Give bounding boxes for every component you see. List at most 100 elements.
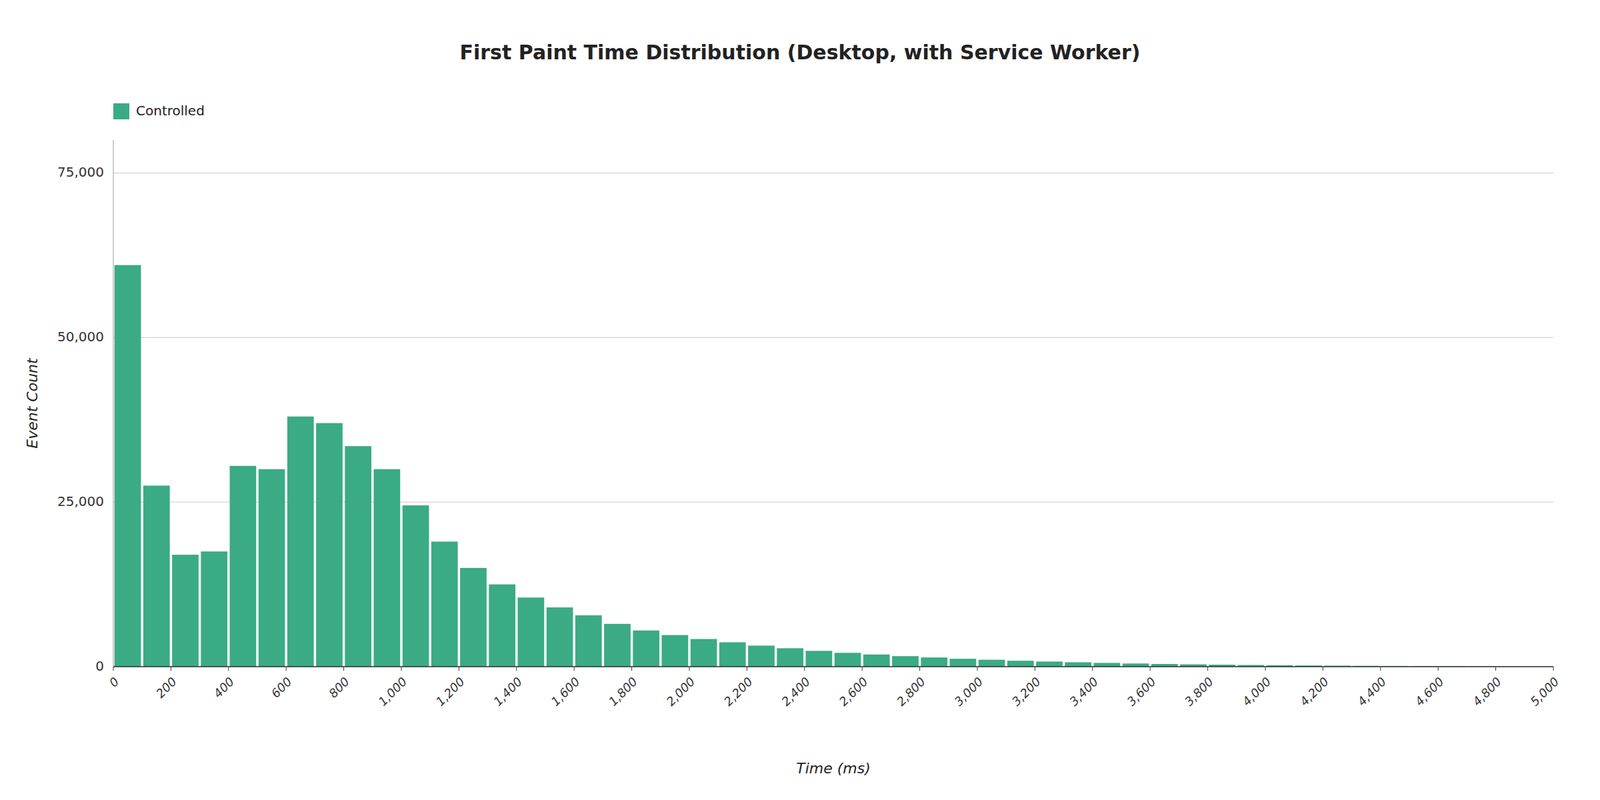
x-tick [401, 666, 402, 671]
bar [892, 656, 919, 667]
bar [200, 551, 228, 667]
x-axis-title: Time (ms) [796, 760, 871, 777]
x-tick-label: 5,000 [1527, 674, 1562, 709]
legend-label: Controlled [136, 102, 205, 119]
x-tick-label: 0 [106, 674, 122, 690]
legend-swatch [113, 103, 130, 120]
bar [1007, 660, 1034, 667]
x-tick [113, 666, 114, 671]
bar [662, 635, 689, 667]
grid-line [113, 172, 1554, 174]
x-tick [1380, 666, 1381, 671]
bar [402, 505, 430, 667]
x-tick [631, 666, 632, 671]
bar [950, 658, 977, 667]
y-axis-title: Event Count [24, 357, 41, 449]
bar [1094, 662, 1121, 667]
x-tick [977, 666, 978, 671]
bar [230, 466, 257, 667]
x-tick-label: 3,600 [1124, 674, 1158, 709]
bar [518, 597, 545, 667]
x-tick [458, 666, 460, 671]
x-tick-label: 400 [210, 674, 237, 701]
title: First Paint Time Distribution (Desktop, … [460, 40, 1141, 64]
bar [604, 624, 631, 667]
x-tick [1207, 666, 1208, 671]
bar [978, 660, 1006, 667]
y-tick-label: 0 [95, 658, 104, 674]
x-tick-label: 600 [268, 674, 294, 701]
x-tick [1553, 666, 1554, 671]
x-tick-label: 200 [153, 674, 180, 701]
x-tick-label: 3,200 [1009, 674, 1044, 709]
bar [575, 615, 602, 667]
bar [374, 469, 401, 667]
x-tick-label: 4,200 [1297, 674, 1332, 709]
x-tick [1438, 666, 1439, 671]
bar [114, 265, 142, 667]
x-tick [862, 666, 863, 671]
x-tick [746, 666, 748, 671]
bar [287, 416, 314, 667]
x-tick-label: 2,600 [836, 674, 870, 709]
x-tick [170, 666, 172, 671]
bar [431, 541, 458, 667]
bar [172, 554, 199, 667]
bar [834, 652, 862, 667]
x-tick-label: 1,200 [433, 674, 468, 709]
x-tick [1495, 666, 1496, 671]
grid [113, 172, 1554, 667]
bar [632, 630, 660, 667]
x-tick-label: 1,400 [490, 674, 525, 709]
x-tick-label: 1,600 [548, 674, 582, 709]
x-tick [1034, 666, 1036, 671]
bars [114, 265, 1553, 667]
x-tick-label: 800 [326, 674, 352, 701]
x-tick-label: 4,600 [1412, 674, 1446, 709]
bar [258, 469, 286, 667]
x-tick-label: 3,400 [1066, 674, 1101, 709]
grid-line [113, 337, 1554, 338]
bar [748, 645, 775, 667]
x-tick [689, 666, 690, 671]
x-tick [516, 666, 517, 671]
x-tick-label: 2,400 [778, 674, 813, 709]
bar [776, 648, 804, 667]
x-axis-line [113, 666, 1554, 668]
x-tick [1092, 666, 1093, 671]
x-tick-label: 1,800 [606, 674, 640, 709]
x-tick-label: 4,400 [1354, 674, 1389, 709]
x-tick [343, 666, 344, 671]
x-tick [228, 666, 229, 671]
grid-line [113, 666, 1554, 668]
bar [1064, 662, 1092, 667]
x-tick-label: 1,000 [375, 674, 410, 709]
y-tick-label: 50,000 [57, 328, 104, 345]
x-tick [919, 666, 920, 671]
x-tick [286, 666, 287, 671]
bar [344, 446, 372, 667]
bar [488, 584, 516, 667]
x-axis: 0 200 400 600 800 1,000 1,200 1,400 1,600 1,800 2,… [106, 666, 1562, 709]
x-tick-label: 4,000 [1239, 674, 1274, 709]
chart: First Paint Time Distribution (Desktop, … [0, 0, 1600, 800]
bar [316, 423, 343, 667]
y-tick-label: 25,000 [57, 493, 104, 510]
y-axis: 0 25,000 50,000 75,000 [57, 140, 114, 674]
bar [460, 568, 487, 667]
bar [920, 657, 948, 667]
x-tick [574, 666, 575, 671]
bar [719, 642, 746, 667]
x-tick-label: 3,000 [951, 674, 986, 709]
y-tick-label: 75,000 [57, 164, 104, 180]
bar [546, 607, 574, 667]
background [0, 0, 1600, 800]
bar [1036, 661, 1063, 667]
x-tick-label: 2,000 [663, 674, 698, 709]
bar [143, 485, 170, 667]
bar [863, 654, 890, 667]
legend: Controlled [113, 102, 205, 120]
x-tick-label: 4,800 [1470, 674, 1504, 709]
x-tick-label: 3,800 [1182, 674, 1216, 709]
x-tick-label: 2,800 [894, 674, 928, 709]
